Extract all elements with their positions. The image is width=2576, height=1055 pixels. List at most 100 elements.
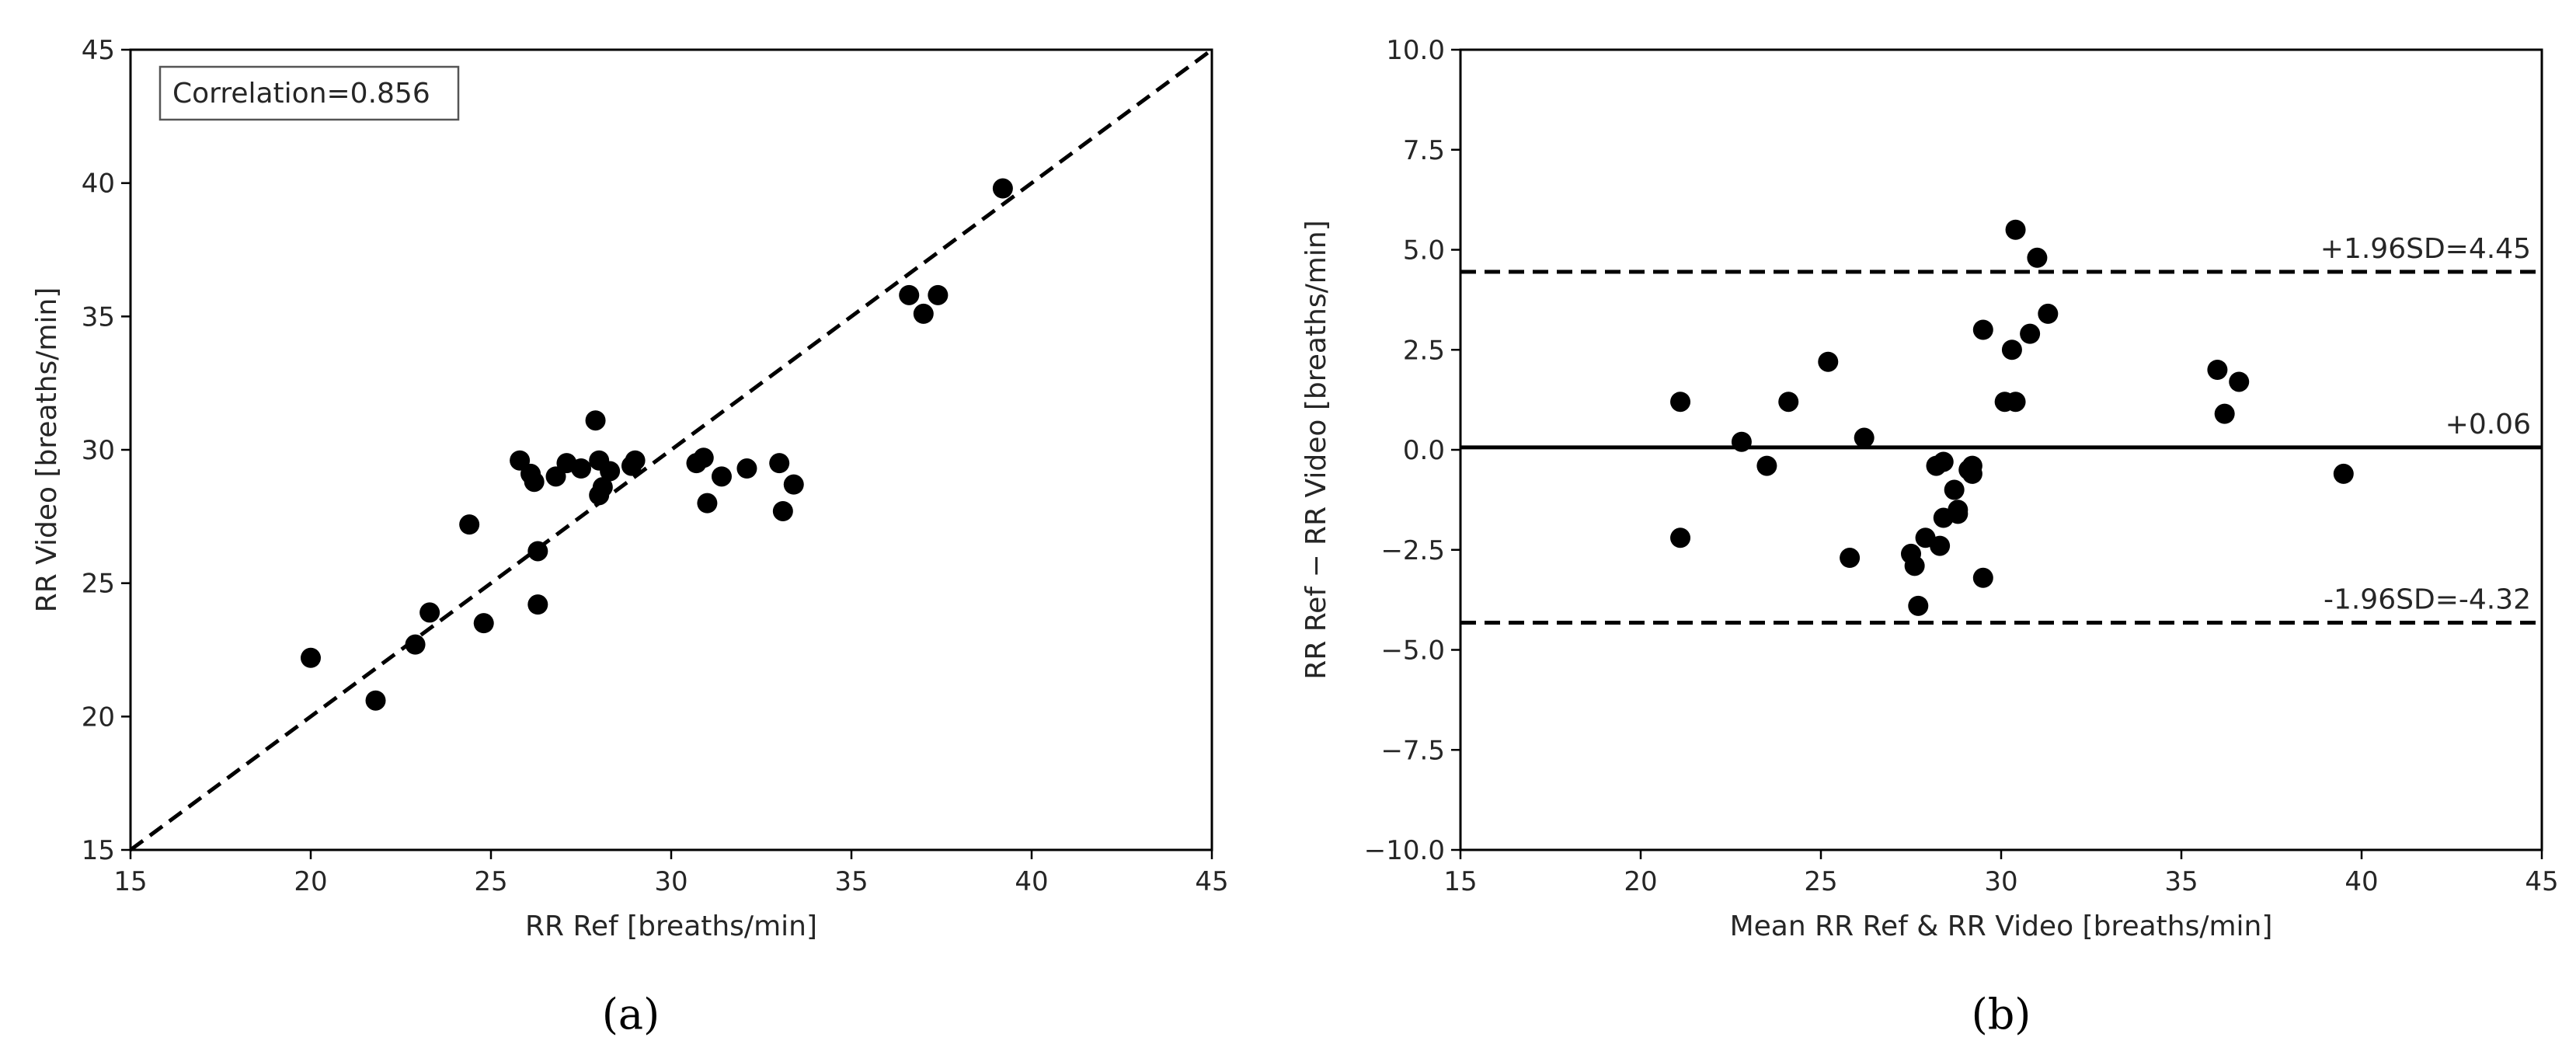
data-point bbox=[473, 613, 494, 634]
data-point bbox=[1670, 528, 1691, 548]
x-tick-label: 30 bbox=[1984, 866, 2017, 897]
data-point bbox=[1778, 392, 1799, 413]
data-point bbox=[772, 500, 793, 521]
x-tick-label: 15 bbox=[1443, 866, 1477, 897]
data-point bbox=[2214, 403, 2235, 424]
data-point bbox=[899, 284, 920, 305]
data-point bbox=[625, 450, 646, 471]
data-point bbox=[1962, 463, 1982, 484]
y-tick-label: 35 bbox=[82, 301, 115, 333]
data-point bbox=[2005, 392, 2026, 413]
data-point bbox=[571, 458, 591, 479]
data-point bbox=[1904, 555, 1925, 576]
data-point bbox=[992, 178, 1013, 199]
data-point bbox=[301, 647, 321, 668]
panel-b-plot-frame bbox=[1459, 48, 2543, 851]
panel-a-caption: (a) bbox=[602, 990, 660, 1039]
lower-limit-label: -1.96SD=-4.32 bbox=[2324, 583, 2531, 615]
data-point bbox=[1944, 479, 1965, 500]
mean-difference-label: +0.06 bbox=[2445, 409, 2531, 440]
data-point bbox=[2207, 360, 2228, 380]
y-tick-label: −7.5 bbox=[1380, 735, 1445, 766]
panel-a-y-ticks: 15 20 25 30 35 40 45 bbox=[82, 35, 131, 866]
panel-b-caption: (b) bbox=[1972, 990, 2031, 1039]
x-tick-label: 45 bbox=[2525, 866, 2558, 897]
data-point bbox=[1930, 535, 1951, 556]
data-point bbox=[600, 461, 621, 482]
data-point bbox=[1933, 451, 1954, 472]
y-tick-label: 40 bbox=[82, 169, 115, 200]
x-tick-label: 40 bbox=[2345, 866, 2378, 897]
panel-a-x-ticks: 15 20 25 30 35 40 45 bbox=[113, 850, 1229, 897]
panel-b-x-axis-label: Mean RR Ref & RR Video [breaths/min] bbox=[1730, 911, 2273, 942]
y-tick-label: −2.5 bbox=[1380, 535, 1445, 566]
data-point bbox=[1731, 431, 1752, 452]
data-point bbox=[2027, 247, 2048, 268]
data-point bbox=[1972, 567, 1993, 588]
x-tick-label: 30 bbox=[654, 866, 688, 897]
y-tick-label: 25 bbox=[82, 569, 115, 600]
x-tick-label: 45 bbox=[1195, 866, 1228, 897]
y-tick-label: 5.0 bbox=[1403, 235, 1445, 266]
panel-b-points bbox=[1670, 219, 2354, 616]
data-point bbox=[697, 493, 718, 514]
y-tick-label: 20 bbox=[82, 702, 115, 733]
data-point bbox=[1908, 595, 1929, 616]
x-tick-label: 25 bbox=[1804, 866, 1837, 897]
upper-limit-label: +1.96SD=4.45 bbox=[2320, 233, 2531, 265]
data-point bbox=[1854, 427, 1875, 448]
data-point bbox=[1948, 500, 1969, 521]
y-tick-label: 10.0 bbox=[1386, 35, 1445, 66]
data-point bbox=[769, 453, 790, 474]
y-tick-label: −5.0 bbox=[1380, 635, 1445, 667]
data-point bbox=[405, 634, 426, 655]
data-point bbox=[736, 458, 757, 479]
y-tick-label: 45 bbox=[82, 35, 115, 66]
data-point bbox=[524, 472, 545, 493]
x-tick-label: 15 bbox=[113, 866, 147, 897]
x-tick-label: 35 bbox=[834, 866, 868, 897]
data-point bbox=[1756, 455, 1777, 476]
correlation-legend-box bbox=[158, 65, 460, 121]
correlation-legend-text: Correlation=0.856 bbox=[172, 78, 430, 110]
y-tick-label: 30 bbox=[82, 435, 115, 466]
data-point bbox=[1818, 351, 1839, 372]
data-point bbox=[419, 602, 440, 623]
panel-b-x-ticks: 15 20 25 30 35 40 45 bbox=[1443, 850, 2559, 897]
data-point bbox=[2005, 219, 2026, 240]
data-point bbox=[592, 477, 613, 498]
panel-a-scatter: 15 20 25 30 35 40 45 15 20 25 30 35 40 45 Correlatio… bbox=[31, 35, 1229, 1039]
panel-b-bland-altman: 15 20 25 30 35 40 45 −10.0 −7.5 −5.0 −2.5 0.0 2.5 5.… bbox=[1300, 35, 2559, 1039]
x-tick-label: 35 bbox=[2164, 866, 2198, 897]
panel-a-x-axis-label: RR Ref [breaths/min] bbox=[525, 911, 817, 942]
data-point bbox=[2020, 323, 2041, 344]
x-tick-label: 20 bbox=[294, 866, 327, 897]
data-point bbox=[913, 303, 934, 324]
identity-reference-line bbox=[129, 47, 1213, 852]
x-tick-label: 20 bbox=[1624, 866, 1657, 897]
data-point bbox=[527, 594, 548, 615]
data-point bbox=[1840, 548, 1861, 569]
y-tick-label: −10.0 bbox=[1364, 835, 1445, 866]
data-point bbox=[2038, 303, 2059, 324]
data-point bbox=[2001, 339, 2022, 360]
data-point bbox=[2333, 463, 2354, 484]
panel-a-points bbox=[301, 178, 1013, 711]
data-point bbox=[585, 410, 606, 431]
data-point bbox=[693, 447, 714, 468]
data-point bbox=[783, 474, 804, 495]
data-point bbox=[928, 284, 949, 305]
x-tick-label: 25 bbox=[474, 866, 507, 897]
y-tick-label: 2.5 bbox=[1403, 335, 1445, 366]
data-point bbox=[1670, 392, 1691, 413]
y-tick-label: 0.0 bbox=[1403, 435, 1445, 466]
data-point bbox=[527, 541, 548, 562]
y-tick-label: 15 bbox=[82, 835, 115, 866]
y-tick-label: 7.5 bbox=[1403, 135, 1445, 166]
data-point bbox=[459, 514, 480, 535]
data-point bbox=[365, 690, 386, 711]
data-point bbox=[2229, 371, 2250, 392]
panel-a-y-axis-label: RR Video [breaths/min] bbox=[31, 287, 63, 613]
data-point bbox=[1972, 319, 1993, 340]
